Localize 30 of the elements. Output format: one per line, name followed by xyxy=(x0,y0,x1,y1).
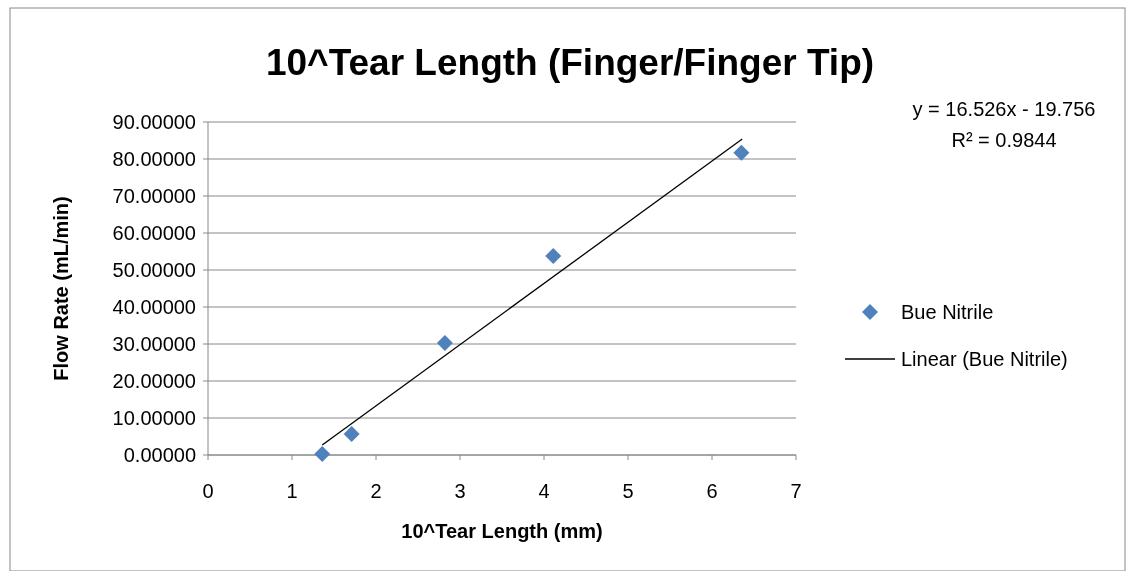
x-tick-label: 3 xyxy=(454,480,466,502)
x-tick-label: 7 xyxy=(790,480,802,502)
y-tick-label: 40.00000 xyxy=(112,296,196,318)
x-tick-label: 6 xyxy=(706,480,718,502)
point xyxy=(436,334,453,351)
point xyxy=(545,247,562,264)
y-tick-label: 30.00000 xyxy=(112,333,196,355)
x-tick-label: 4 xyxy=(538,480,550,502)
y-tick-label: 60.00000 xyxy=(112,222,196,244)
y-tick-label: 70.00000 xyxy=(112,185,196,207)
x-tick-label: 0 xyxy=(202,480,214,502)
legend-label: Bue Nitrile xyxy=(901,301,994,323)
text: y = 16.526x - 19.756 xyxy=(912,98,1096,120)
y-tick-label: 80.00000 xyxy=(112,148,196,170)
point xyxy=(733,144,750,161)
legend-label: Linear (Bue Nitrile) xyxy=(901,348,1068,370)
x-tick-label: 2 xyxy=(370,480,382,502)
x-tick-label: 1 xyxy=(286,480,298,502)
y-axis-title: Flow Rate (mL/min) xyxy=(50,196,72,381)
point xyxy=(314,445,331,462)
chart-title: 10^Tear Length (Finger/Finger Tip) xyxy=(265,42,875,83)
y-tick-label: 90.00000 xyxy=(112,111,196,133)
y-tick-label: 50.00000 xyxy=(112,259,196,281)
point xyxy=(343,425,360,442)
y-tick-label: 20.00000 xyxy=(112,370,196,392)
text: R² = 0.9844 xyxy=(951,129,1057,151)
x-tick-label: 5 xyxy=(622,480,634,502)
y-tick-label: 0.00000 xyxy=(123,444,196,466)
y-tick-label: 10.00000 xyxy=(112,407,196,429)
x-axis-title: 10^Tear Length (mm) xyxy=(401,520,603,542)
